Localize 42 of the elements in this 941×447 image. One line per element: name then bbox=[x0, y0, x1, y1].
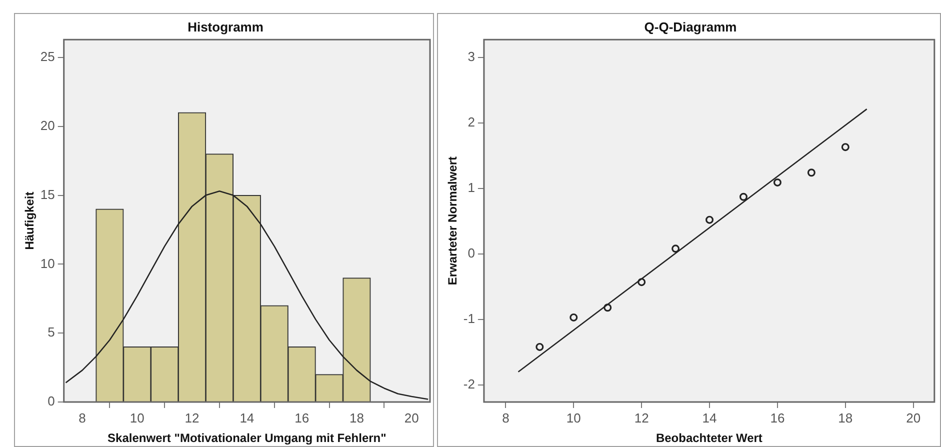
point bbox=[841, 143, 850, 152]
x-axis-title: Beobachteter Wert bbox=[656, 431, 762, 446]
point bbox=[807, 168, 816, 177]
x-tick-label: 8 bbox=[502, 410, 510, 426]
y-tick-label: -2 bbox=[463, 376, 475, 392]
x-tick-label: 14 bbox=[702, 410, 717, 426]
x-tick-label: 18 bbox=[349, 410, 364, 426]
y-tick-label: 0 bbox=[48, 394, 55, 409]
chart-title: Histogramm bbox=[188, 19, 264, 34]
y-axis-title: Häufigkeit bbox=[22, 192, 37, 250]
x-tick-label: 12 bbox=[184, 410, 200, 426]
y-axis-title: Erwarteter Normalwert bbox=[446, 156, 460, 286]
x-tick-label: 12 bbox=[634, 410, 649, 426]
y-tick-label: 15 bbox=[40, 186, 55, 202]
x-tick-label: 16 bbox=[294, 410, 310, 426]
x-tick-label: 20 bbox=[906, 410, 921, 426]
y-tick-label: 2 bbox=[468, 114, 475, 130]
x-tick-label: 16 bbox=[770, 410, 785, 426]
y-tick-label: 1 bbox=[468, 180, 475, 195]
x-axis-title: Skalenwert "Motivationaler Umgang mit Fehlern" bbox=[108, 431, 386, 446]
y-tick-label: 25 bbox=[40, 49, 55, 64]
chart-title: Q-Q-Diagramm bbox=[644, 19, 737, 34]
x-tick-label: 10 bbox=[130, 410, 144, 426]
x-tick-label: 14 bbox=[240, 410, 254, 426]
y-tick-label: 3 bbox=[468, 48, 475, 64]
x-tick-label: 20 bbox=[404, 410, 419, 426]
y-tick-label: -1 bbox=[463, 311, 475, 326]
y-tick-label: 0 bbox=[468, 245, 475, 260]
x-tick-label: 18 bbox=[838, 410, 853, 426]
y-tick-label: 20 bbox=[40, 118, 55, 133]
point bbox=[638, 278, 646, 286]
y-tick-label: 10 bbox=[40, 256, 55, 271]
y-tick-label: 5 bbox=[48, 324, 55, 340]
x-tick-label: 8 bbox=[78, 410, 86, 426]
point bbox=[570, 313, 578, 322]
x-tick-label: 10 bbox=[566, 410, 581, 426]
point bbox=[536, 342, 544, 351]
point bbox=[773, 178, 782, 186]
point bbox=[739, 192, 748, 201]
point bbox=[604, 304, 612, 312]
point bbox=[672, 244, 680, 253]
point bbox=[706, 216, 714, 224]
